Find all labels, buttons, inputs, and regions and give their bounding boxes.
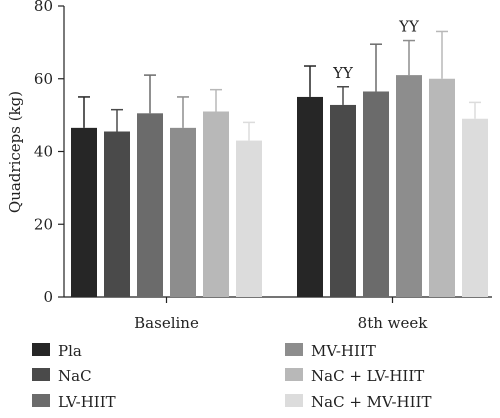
legend-swatch xyxy=(32,343,50,356)
y-axis-title: Quadriceps (kg) xyxy=(6,91,24,213)
legend-swatch xyxy=(285,394,303,407)
bar xyxy=(462,118,488,297)
bars xyxy=(71,30,488,298)
y-tick-label: 80 xyxy=(34,0,53,15)
bar xyxy=(429,78,455,297)
legend-label: NaC + LV-HIIT xyxy=(311,367,424,385)
x-tick-label: 8th week xyxy=(358,314,429,332)
x-tick-label: Baseline xyxy=(134,314,199,332)
legend-label: NaC + MV-HIIT xyxy=(311,393,431,411)
legend-label: NaC xyxy=(58,367,92,385)
bar xyxy=(330,104,356,297)
bar xyxy=(137,113,163,298)
legend-label: Pla xyxy=(58,342,82,360)
bar xyxy=(297,96,323,297)
bar xyxy=(363,91,389,297)
axes: 0 20 40 60 80 Baseline 8th week xyxy=(34,0,492,332)
bar xyxy=(236,140,262,297)
y-tick-label: 40 xyxy=(34,143,53,161)
significance-label: YY xyxy=(398,18,420,36)
bar xyxy=(170,127,196,297)
legend: Pla NaC LV-HIIT MV-HIIT NaC + LV-HIIT NaC + M… xyxy=(32,342,431,411)
bar xyxy=(71,127,97,297)
bar xyxy=(104,131,130,297)
bar xyxy=(396,75,422,297)
y-tick-label: 0 xyxy=(43,288,53,306)
legend-swatch xyxy=(285,368,303,381)
legend-swatch xyxy=(32,368,50,381)
legend-label: LV-HIIT xyxy=(58,393,116,411)
annotations: YY YY xyxy=(332,18,420,82)
significance-label: YY xyxy=(332,64,354,82)
y-tick-label: 60 xyxy=(34,70,53,88)
legend-label: MV-HIIT xyxy=(311,342,376,360)
legend-swatch xyxy=(32,394,50,407)
y-tick-label: 20 xyxy=(34,215,53,233)
bar xyxy=(203,111,229,297)
legend-swatch xyxy=(285,343,303,356)
